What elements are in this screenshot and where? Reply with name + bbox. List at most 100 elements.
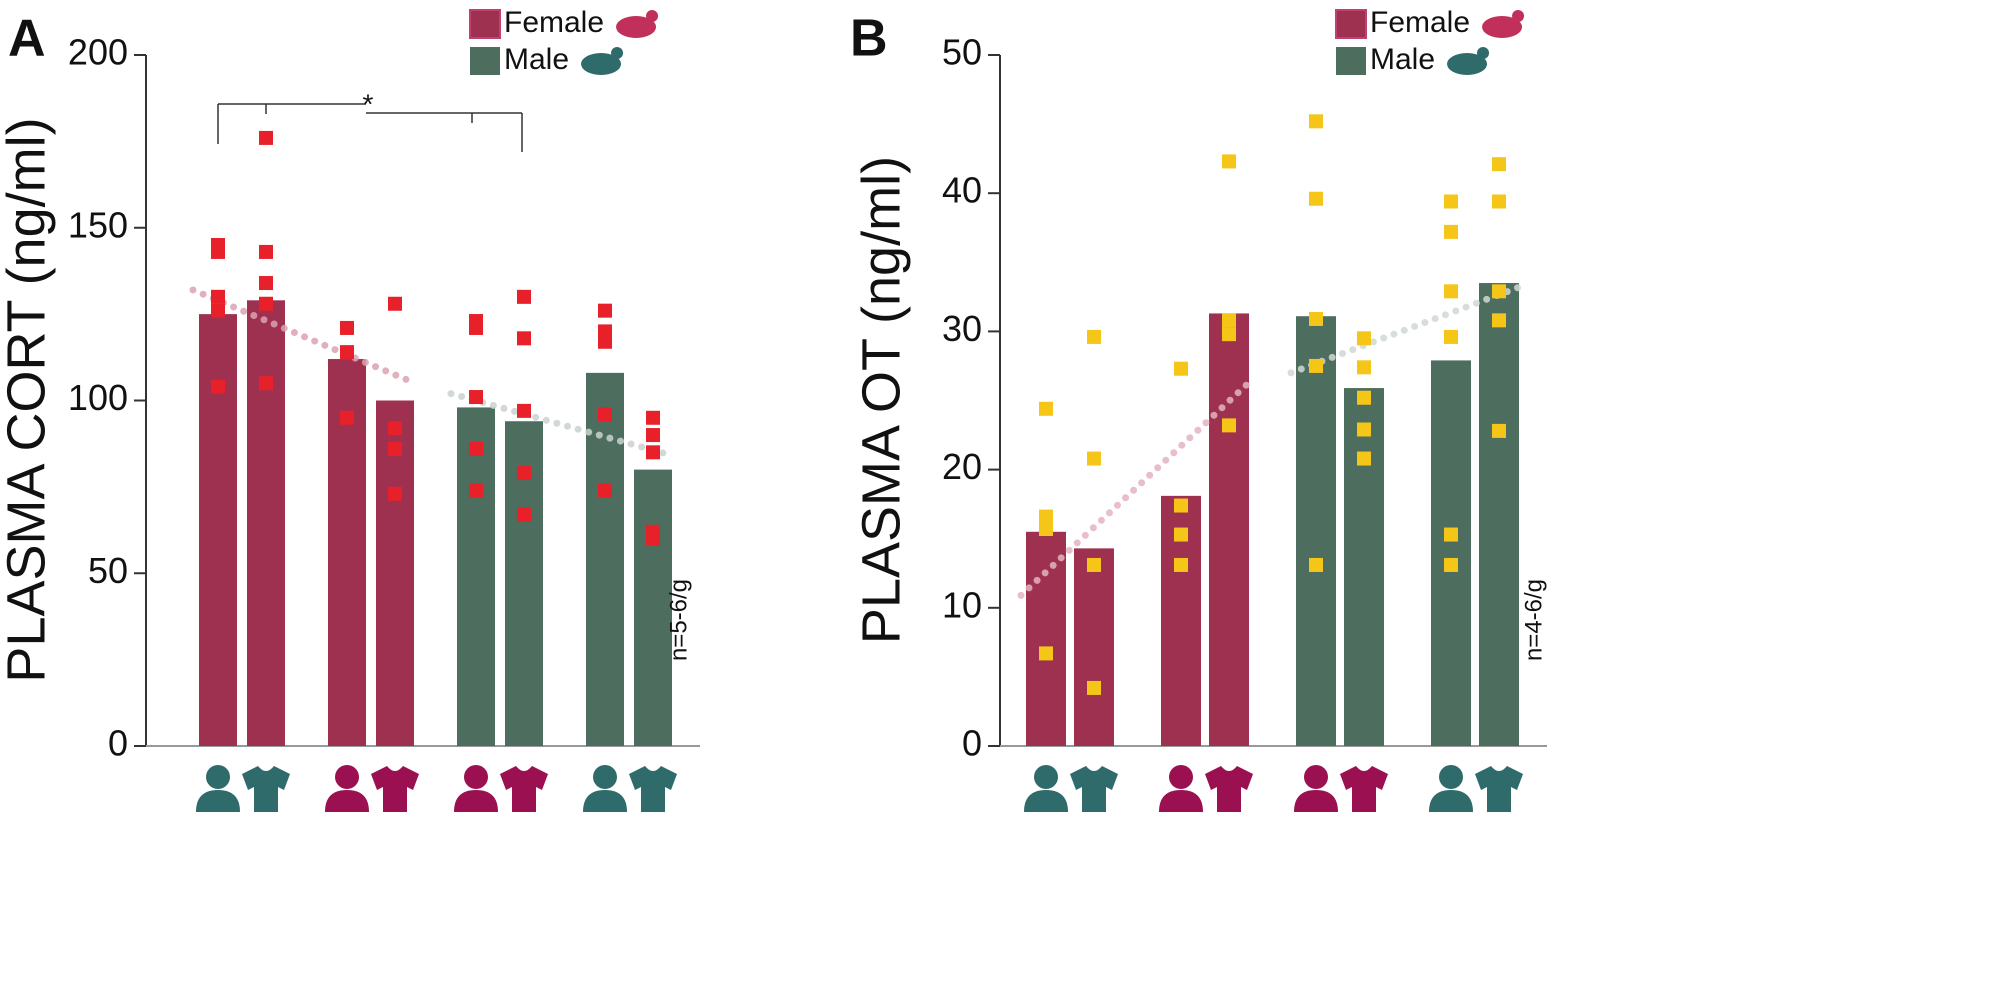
data-point — [598, 483, 612, 498]
note: n=4-6/g — [1520, 579, 1547, 661]
y-tick-label: 30 — [942, 308, 982, 349]
shirt-icon — [1475, 766, 1523, 812]
mouse-icon — [611, 47, 624, 59]
data-point — [388, 486, 402, 501]
mouse-icon — [1477, 47, 1490, 59]
data-point — [1222, 327, 1236, 342]
bar — [247, 300, 285, 746]
data-point — [1309, 114, 1323, 129]
data-point — [1492, 284, 1506, 299]
bar — [1074, 548, 1114, 746]
y-tick-label: 0 — [108, 723, 128, 764]
bar — [457, 407, 495, 746]
data-point — [1444, 527, 1458, 542]
person-icon — [1169, 765, 1193, 789]
bar — [1479, 283, 1519, 746]
data-point — [259, 130, 273, 145]
data-point — [388, 296, 402, 311]
data-point — [1087, 557, 1101, 572]
data-point — [340, 320, 354, 335]
data-point — [1492, 313, 1506, 328]
person-icon — [593, 765, 617, 789]
person-icon — [464, 765, 488, 789]
bar — [199, 314, 237, 746]
legend-swatch — [470, 47, 500, 75]
data-point — [1444, 284, 1458, 299]
y-tick-label: 10 — [942, 584, 982, 625]
mouse-icon — [616, 16, 657, 38]
data-point — [1309, 191, 1323, 206]
note: n=5-6/g — [665, 579, 692, 661]
data-point — [1444, 194, 1458, 209]
data-point — [1357, 331, 1371, 346]
person-icon — [335, 765, 359, 789]
data-point — [1087, 329, 1101, 344]
shirt-icon — [1205, 766, 1253, 812]
data-point — [1174, 498, 1188, 513]
data-point — [211, 244, 225, 259]
data-point — [211, 303, 225, 318]
data-point — [1222, 313, 1236, 328]
data-point — [1039, 522, 1053, 537]
data-point — [469, 483, 483, 498]
bar — [1344, 388, 1384, 746]
person-icon — [206, 765, 230, 789]
legend-label: Female — [1370, 6, 1470, 39]
data-point — [1309, 557, 1323, 572]
data-point — [259, 296, 273, 311]
data-point — [517, 289, 531, 304]
bar — [1296, 316, 1336, 746]
shirt-icon — [242, 766, 290, 812]
data-point — [1174, 557, 1188, 572]
data-point — [340, 345, 354, 360]
data-point — [1357, 451, 1371, 466]
bar — [1431, 360, 1471, 746]
data-point — [211, 289, 225, 304]
bar — [634, 469, 672, 746]
data-point — [598, 334, 612, 349]
person-icon — [1439, 765, 1463, 789]
data-point — [259, 244, 273, 259]
data-point — [259, 376, 273, 391]
data-point — [1039, 646, 1053, 661]
trend-line — [1287, 283, 1523, 377]
person-icon — [325, 790, 369, 812]
data-point — [646, 428, 660, 443]
mouse-icon — [646, 10, 659, 22]
mouse-icon — [1482, 16, 1523, 38]
data-point — [211, 379, 225, 394]
data-point — [1357, 360, 1371, 375]
data-point — [517, 331, 531, 346]
person-icon — [1024, 790, 1068, 812]
data-point — [517, 507, 531, 522]
data-point — [1357, 422, 1371, 437]
person-icon — [454, 790, 498, 812]
data-point — [1222, 418, 1236, 433]
legend-swatch — [469, 9, 501, 39]
y-tick-label: 0 — [962, 723, 982, 764]
shirt-icon — [1340, 766, 1388, 812]
panel-label: A — [8, 10, 46, 68]
y-tick-label: 100 — [68, 377, 128, 418]
data-point — [598, 303, 612, 318]
legend-label: Male — [1370, 43, 1435, 76]
mouse-icon — [1512, 10, 1525, 22]
data-point — [469, 441, 483, 456]
data-point — [1087, 680, 1101, 695]
bar — [1209, 313, 1249, 746]
data-point — [1444, 329, 1458, 344]
significance-label: * — [363, 88, 374, 119]
data-point — [1492, 157, 1506, 172]
data-point — [1039, 401, 1053, 416]
person-icon — [1429, 790, 1473, 812]
data-point — [517, 466, 531, 481]
shirt-icon — [1070, 766, 1118, 812]
data-point — [259, 276, 273, 291]
legend-swatch — [1336, 47, 1366, 75]
person-icon — [1159, 790, 1203, 812]
person-icon — [1304, 765, 1328, 789]
legend-label: Male — [504, 43, 569, 76]
person-icon — [1294, 790, 1338, 812]
data-point — [1087, 451, 1101, 466]
